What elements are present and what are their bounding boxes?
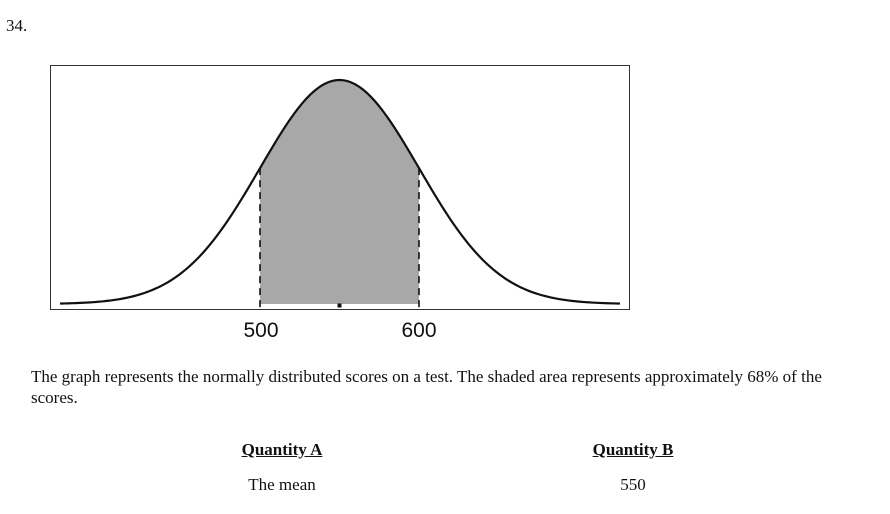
axis-label-600: 600 xyxy=(401,319,437,342)
quantity-b-value: 550 xyxy=(620,475,646,494)
question-prompt: The graph represents the normally distri… xyxy=(31,367,822,407)
axis-label-500: 500 xyxy=(243,319,279,342)
mean-tick-mark xyxy=(337,303,342,308)
quantity-a-value: The mean xyxy=(248,475,316,494)
normal-distribution-graph xyxy=(50,65,630,310)
shaded-region xyxy=(260,80,419,304)
question-number: 34. xyxy=(6,16,28,35)
graph-canvas xyxy=(50,65,630,310)
quantity-a-heading: Quantity A xyxy=(241,440,323,459)
bell-curve xyxy=(59,78,621,305)
quantity-b-heading: Quantity B xyxy=(592,440,674,459)
